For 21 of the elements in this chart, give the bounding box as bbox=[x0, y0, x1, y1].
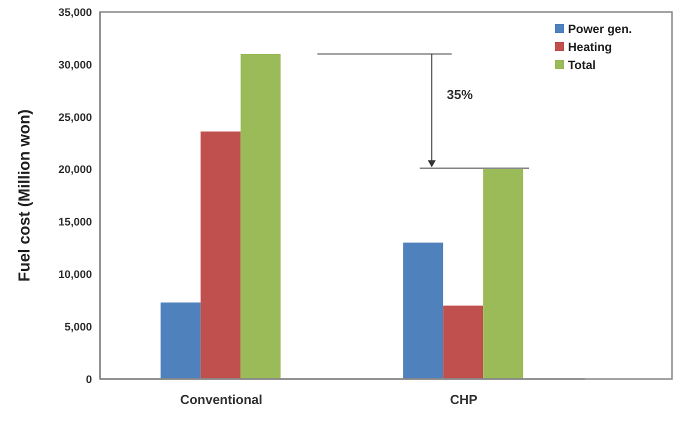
bar bbox=[443, 306, 484, 379]
x-tick-label: Conventional bbox=[180, 392, 262, 408]
y-tick-label: 35,000 bbox=[58, 6, 92, 19]
y-tick-label: 15,000 bbox=[58, 216, 92, 229]
y-tick-label: 10,000 bbox=[58, 269, 92, 282]
bar bbox=[403, 242, 444, 379]
y-tick-label: 20,000 bbox=[58, 164, 92, 176]
y-tick-label: 30,000 bbox=[58, 59, 92, 72]
legend-label: Heating bbox=[568, 40, 612, 54]
y-tick-label: 5,000 bbox=[64, 321, 92, 334]
bar bbox=[160, 302, 201, 379]
bar bbox=[200, 132, 241, 379]
legend-label: Power gen. bbox=[568, 22, 632, 36]
bar bbox=[240, 54, 281, 379]
annotation: 35% bbox=[446, 87, 474, 102]
y-tick-label: 0 bbox=[86, 374, 92, 386]
y-tick-label: 25,000 bbox=[58, 112, 92, 124]
x-tick-label: CHP bbox=[450, 392, 478, 408]
bar bbox=[483, 168, 524, 379]
legend-label: Total bbox=[568, 58, 596, 72]
y-axis-title: Fuel cost (Million won) bbox=[16, 109, 34, 282]
